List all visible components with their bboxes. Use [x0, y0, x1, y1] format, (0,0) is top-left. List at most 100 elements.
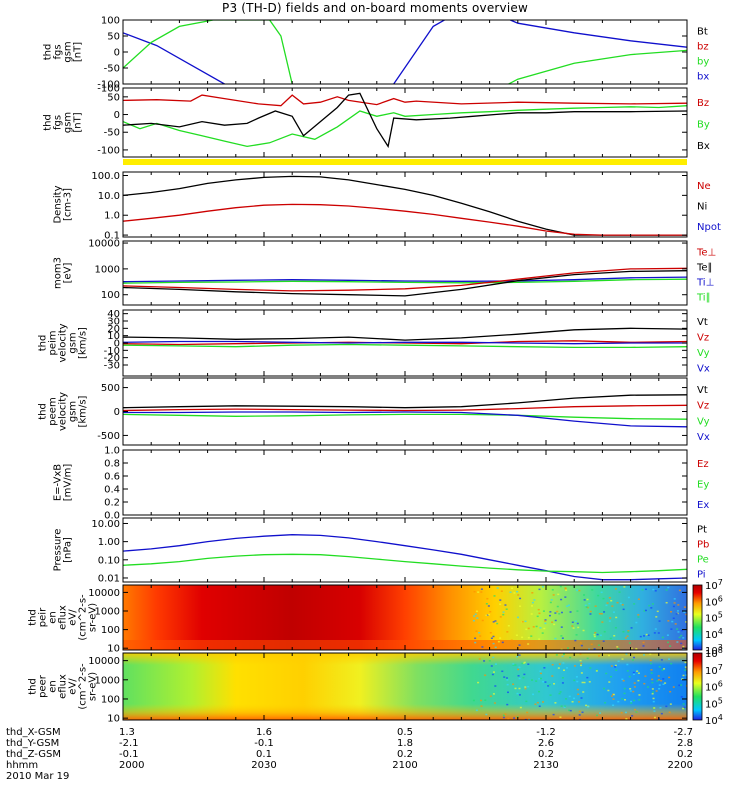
spectrogram-speckle — [557, 593, 560, 596]
spectrogram-speckle — [603, 687, 606, 690]
spectrogram-speckle — [527, 636, 530, 639]
spectrogram-speckle — [599, 712, 602, 714]
series-group-peem-velocity — [123, 394, 687, 428]
footer-value: 0.1 — [256, 749, 272, 760]
spectrogram-speckle — [521, 636, 524, 639]
spectrogram-speckle — [636, 670, 639, 672]
spectrogram-speckle — [615, 616, 618, 619]
spectrogram-speckle — [575, 634, 578, 636]
y-axis-label: thd peer en eflux eV/(cm^2-s-sr-eV) — [28, 663, 99, 710]
y-axis-label-line: eflux — [58, 605, 69, 630]
y-tick-label: 50 — [107, 32, 120, 43]
spectrogram-speckle — [536, 701, 539, 704]
legend-item: Pe — [697, 555, 709, 566]
y-axis-label-line: mom3 — [53, 257, 64, 289]
spectrogram-speckle — [678, 636, 681, 639]
y-axis-label-line: [eV] — [63, 263, 74, 284]
spectrogram-speckle — [473, 615, 476, 617]
colorbar-gradient — [692, 652, 703, 721]
spectrogram-speckle — [536, 615, 539, 618]
spectrogram-speckle — [665, 589, 668, 591]
y-axis-label-line: [cm-3] — [63, 188, 74, 221]
spectrogram-speckle — [654, 628, 657, 630]
spectrogram-speckle — [478, 632, 481, 634]
spectrogram-speckle — [598, 612, 601, 615]
spectrogram-speckle — [622, 631, 625, 633]
spectrogram-speckle — [617, 700, 620, 703]
spectrogram-speckle — [569, 611, 572, 613]
spectrogram-speckle — [681, 678, 684, 680]
spectrogram-speckle — [532, 626, 535, 628]
spectrogram-speckle — [500, 590, 503, 592]
spectrogram-speckle — [517, 668, 520, 671]
spectrogram-speckle — [512, 663, 515, 665]
spectrogram-speckle — [651, 678, 654, 681]
colorbar-tick-label: 106 — [705, 594, 723, 608]
y-tick-label: 500 — [101, 383, 120, 394]
spectrogram-speckle — [519, 597, 522, 600]
legend-item: Bx — [697, 141, 710, 152]
spectrogram-speckle — [576, 589, 579, 592]
spectrogram-speckle — [607, 654, 610, 657]
spectrogram-speckle — [680, 642, 683, 645]
spectrogram-speckle — [499, 616, 502, 618]
spectrogram-speckle — [661, 669, 664, 671]
colorbar-tick-label: 106 — [705, 680, 723, 694]
spectrogram-speckle — [501, 641, 504, 644]
spectrogram-speckle — [553, 623, 556, 626]
spectrogram-speckle — [554, 637, 557, 640]
footer-value: -2.1 — [119, 738, 139, 749]
spectrogram-speckle — [518, 677, 521, 680]
footer-value: 2000 — [119, 760, 144, 771]
spectrogram-speckle — [524, 686, 527, 688]
y-axis-label-line: eV/ — [68, 678, 79, 695]
spectrogram-speckle — [605, 604, 608, 607]
spectrogram-speckle — [533, 599, 536, 601]
spectrogram-speckle — [573, 697, 576, 700]
spectrogram-speckle — [643, 682, 646, 685]
spectrogram-speckle — [613, 635, 616, 637]
spectrogram-speckle — [476, 617, 479, 619]
spectrogram-speckle — [661, 636, 664, 639]
spectrogram-speckle — [653, 710, 656, 712]
spectrogram-speckle — [602, 640, 605, 642]
spectrogram-speckle — [650, 672, 653, 674]
series-line-black — [123, 270, 687, 297]
spectrogram-speckle — [483, 660, 486, 662]
y-tick-label: 100 — [101, 625, 120, 636]
spectrogram-speckle — [654, 590, 657, 592]
y-tick-label: 50 — [107, 92, 120, 103]
spectrogram-speckle — [504, 604, 507, 606]
series-line-black — [123, 175, 687, 236]
spectrogram-speckle — [574, 639, 577, 642]
y-axis-label-line: thd — [43, 44, 54, 61]
footer-value: 0.5 — [397, 727, 413, 738]
spectrogram-speckle — [683, 606, 686, 608]
series-line-blue — [123, 534, 687, 581]
y-axis-label-line: (cm^2-s- — [78, 594, 89, 641]
spectrogram-speckle — [567, 647, 570, 649]
spectrogram-speckle — [609, 637, 612, 640]
spectrogram-speckle — [493, 595, 496, 597]
spectrogram-speckle — [630, 700, 633, 703]
spectrogram-speckle — [621, 698, 624, 700]
spectrogram-speckle — [593, 633, 596, 636]
spectrogram-speckle — [549, 601, 552, 604]
spectrogram-speckle — [580, 697, 583, 699]
legend-item: Vt — [697, 385, 708, 396]
spectrogram-speckle — [676, 610, 679, 612]
spectrogram-speckle — [560, 611, 563, 614]
spectrogram-speckle — [685, 668, 687, 670]
y-tick-label: 0.2 — [104, 498, 120, 509]
spectrogram-speckle — [512, 683, 515, 685]
y-tick-label: 10 — [107, 714, 120, 725]
spectrogram-speckle — [599, 634, 602, 637]
spectrogram-speckle — [595, 670, 598, 672]
spectrogram-speckle — [499, 637, 502, 639]
spectrogram-speckle — [543, 627, 546, 630]
spectrogram-speckle — [535, 680, 538, 682]
spectrogram-speckle — [583, 599, 586, 601]
panel-pressure: 10.00 1.00 0.10 0.01 Pressure [nPa] Pt Pb Pe Pi — [53, 517, 709, 584]
y-tick-label: 1.0 — [104, 211, 120, 222]
spectrogram-speckle — [474, 637, 477, 640]
